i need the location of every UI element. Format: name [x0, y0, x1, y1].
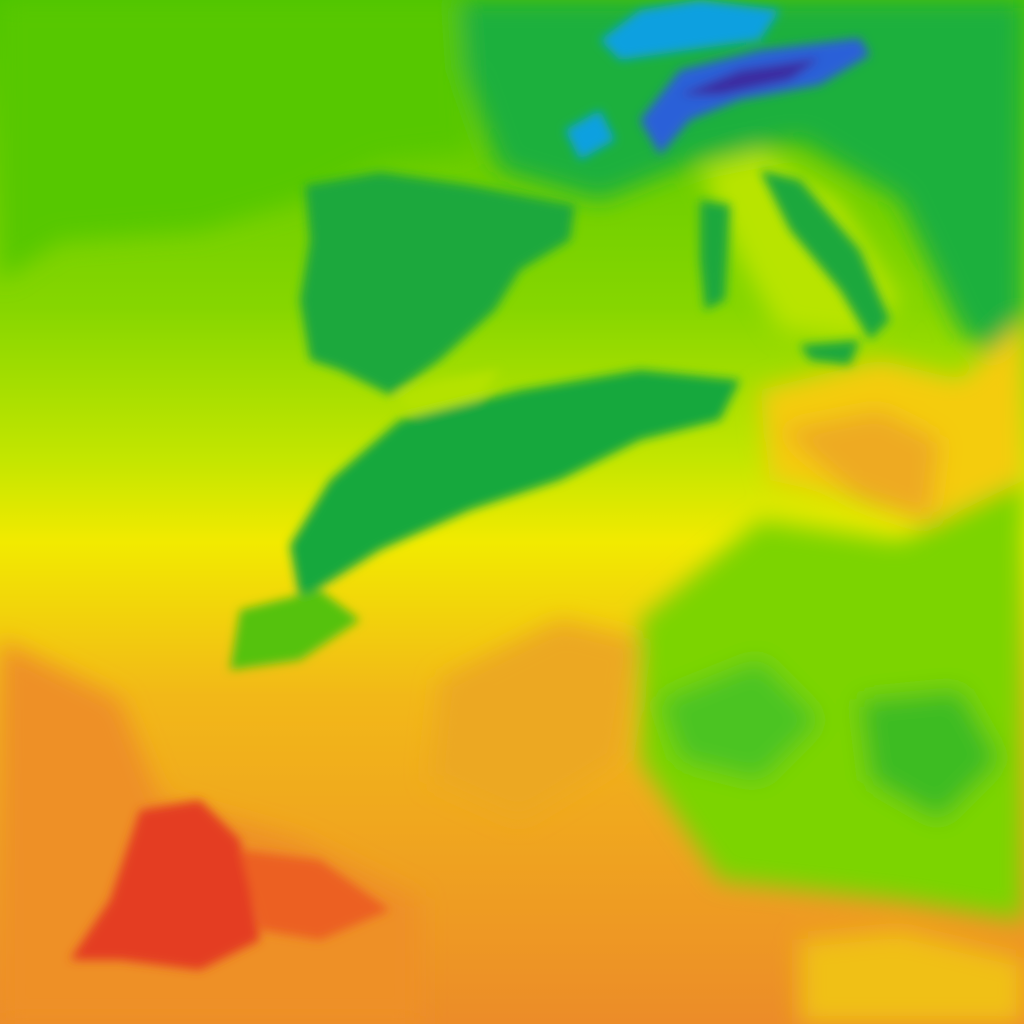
massif-central — [565, 110, 615, 160]
alboran-zone — [395, 370, 500, 420]
iberia — [300, 172, 575, 395]
alps — [640, 38, 870, 155]
alps-light — [600, 0, 780, 60]
hot-spot — [70, 800, 260, 970]
sicily — [800, 340, 860, 365]
terrain-zones — [70, 0, 890, 970]
tibesti-zone — [860, 690, 1000, 820]
hoggar-zone — [660, 660, 820, 780]
sahel-east-zone — [800, 930, 1024, 1024]
atlas-mountains — [290, 370, 740, 600]
anti-atlas — [230, 590, 360, 670]
sahara-west-warm-zone — [430, 620, 640, 820]
apennines — [760, 170, 890, 340]
hot-spot-edge — [240, 850, 390, 940]
atlantic-north-zone — [0, 0, 470, 280]
alps-peaks — [680, 58, 820, 95]
corsica-sardinia — [700, 200, 730, 310]
libya-warm-zone — [780, 410, 940, 520]
europe-zone — [440, 0, 1024, 380]
